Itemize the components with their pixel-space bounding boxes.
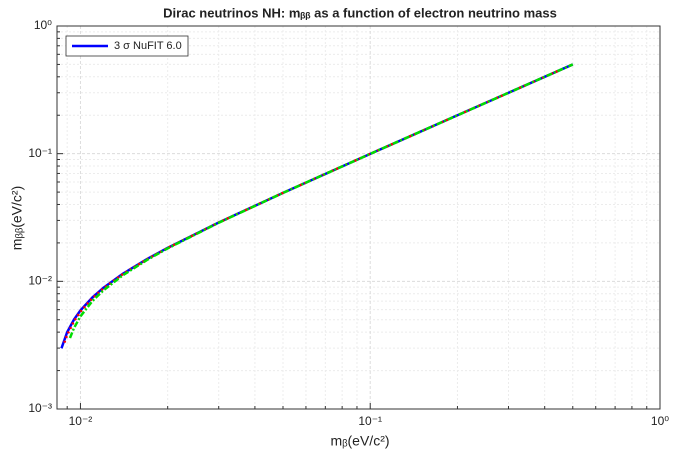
y-tick-label: 10⁰: [34, 18, 52, 32]
legend-label: 3 σ NuFIT 6.0: [114, 40, 182, 52]
plot-frame: [56, 25, 661, 410]
x-tick-label: 10⁻²: [69, 414, 93, 428]
chart-title: Dirac neutrinos NH: mᵦᵦ as a function of…: [163, 5, 557, 20]
y-tick-label: 10⁻²: [28, 274, 52, 288]
x-tick-label: 10⁰: [651, 414, 669, 428]
y-axis-label: mᵦᵦ(eV/c²): [9, 186, 25, 250]
line-series: [68, 63, 574, 339]
x-axis-label: mᵦ(eV/c²): [330, 433, 389, 449]
legend-box: [65, 35, 189, 57]
x-tick-label: 10⁻¹: [358, 414, 382, 428]
y-tick-label: 10⁻¹: [28, 146, 52, 160]
y-tick-label: 10⁻³: [28, 401, 52, 415]
